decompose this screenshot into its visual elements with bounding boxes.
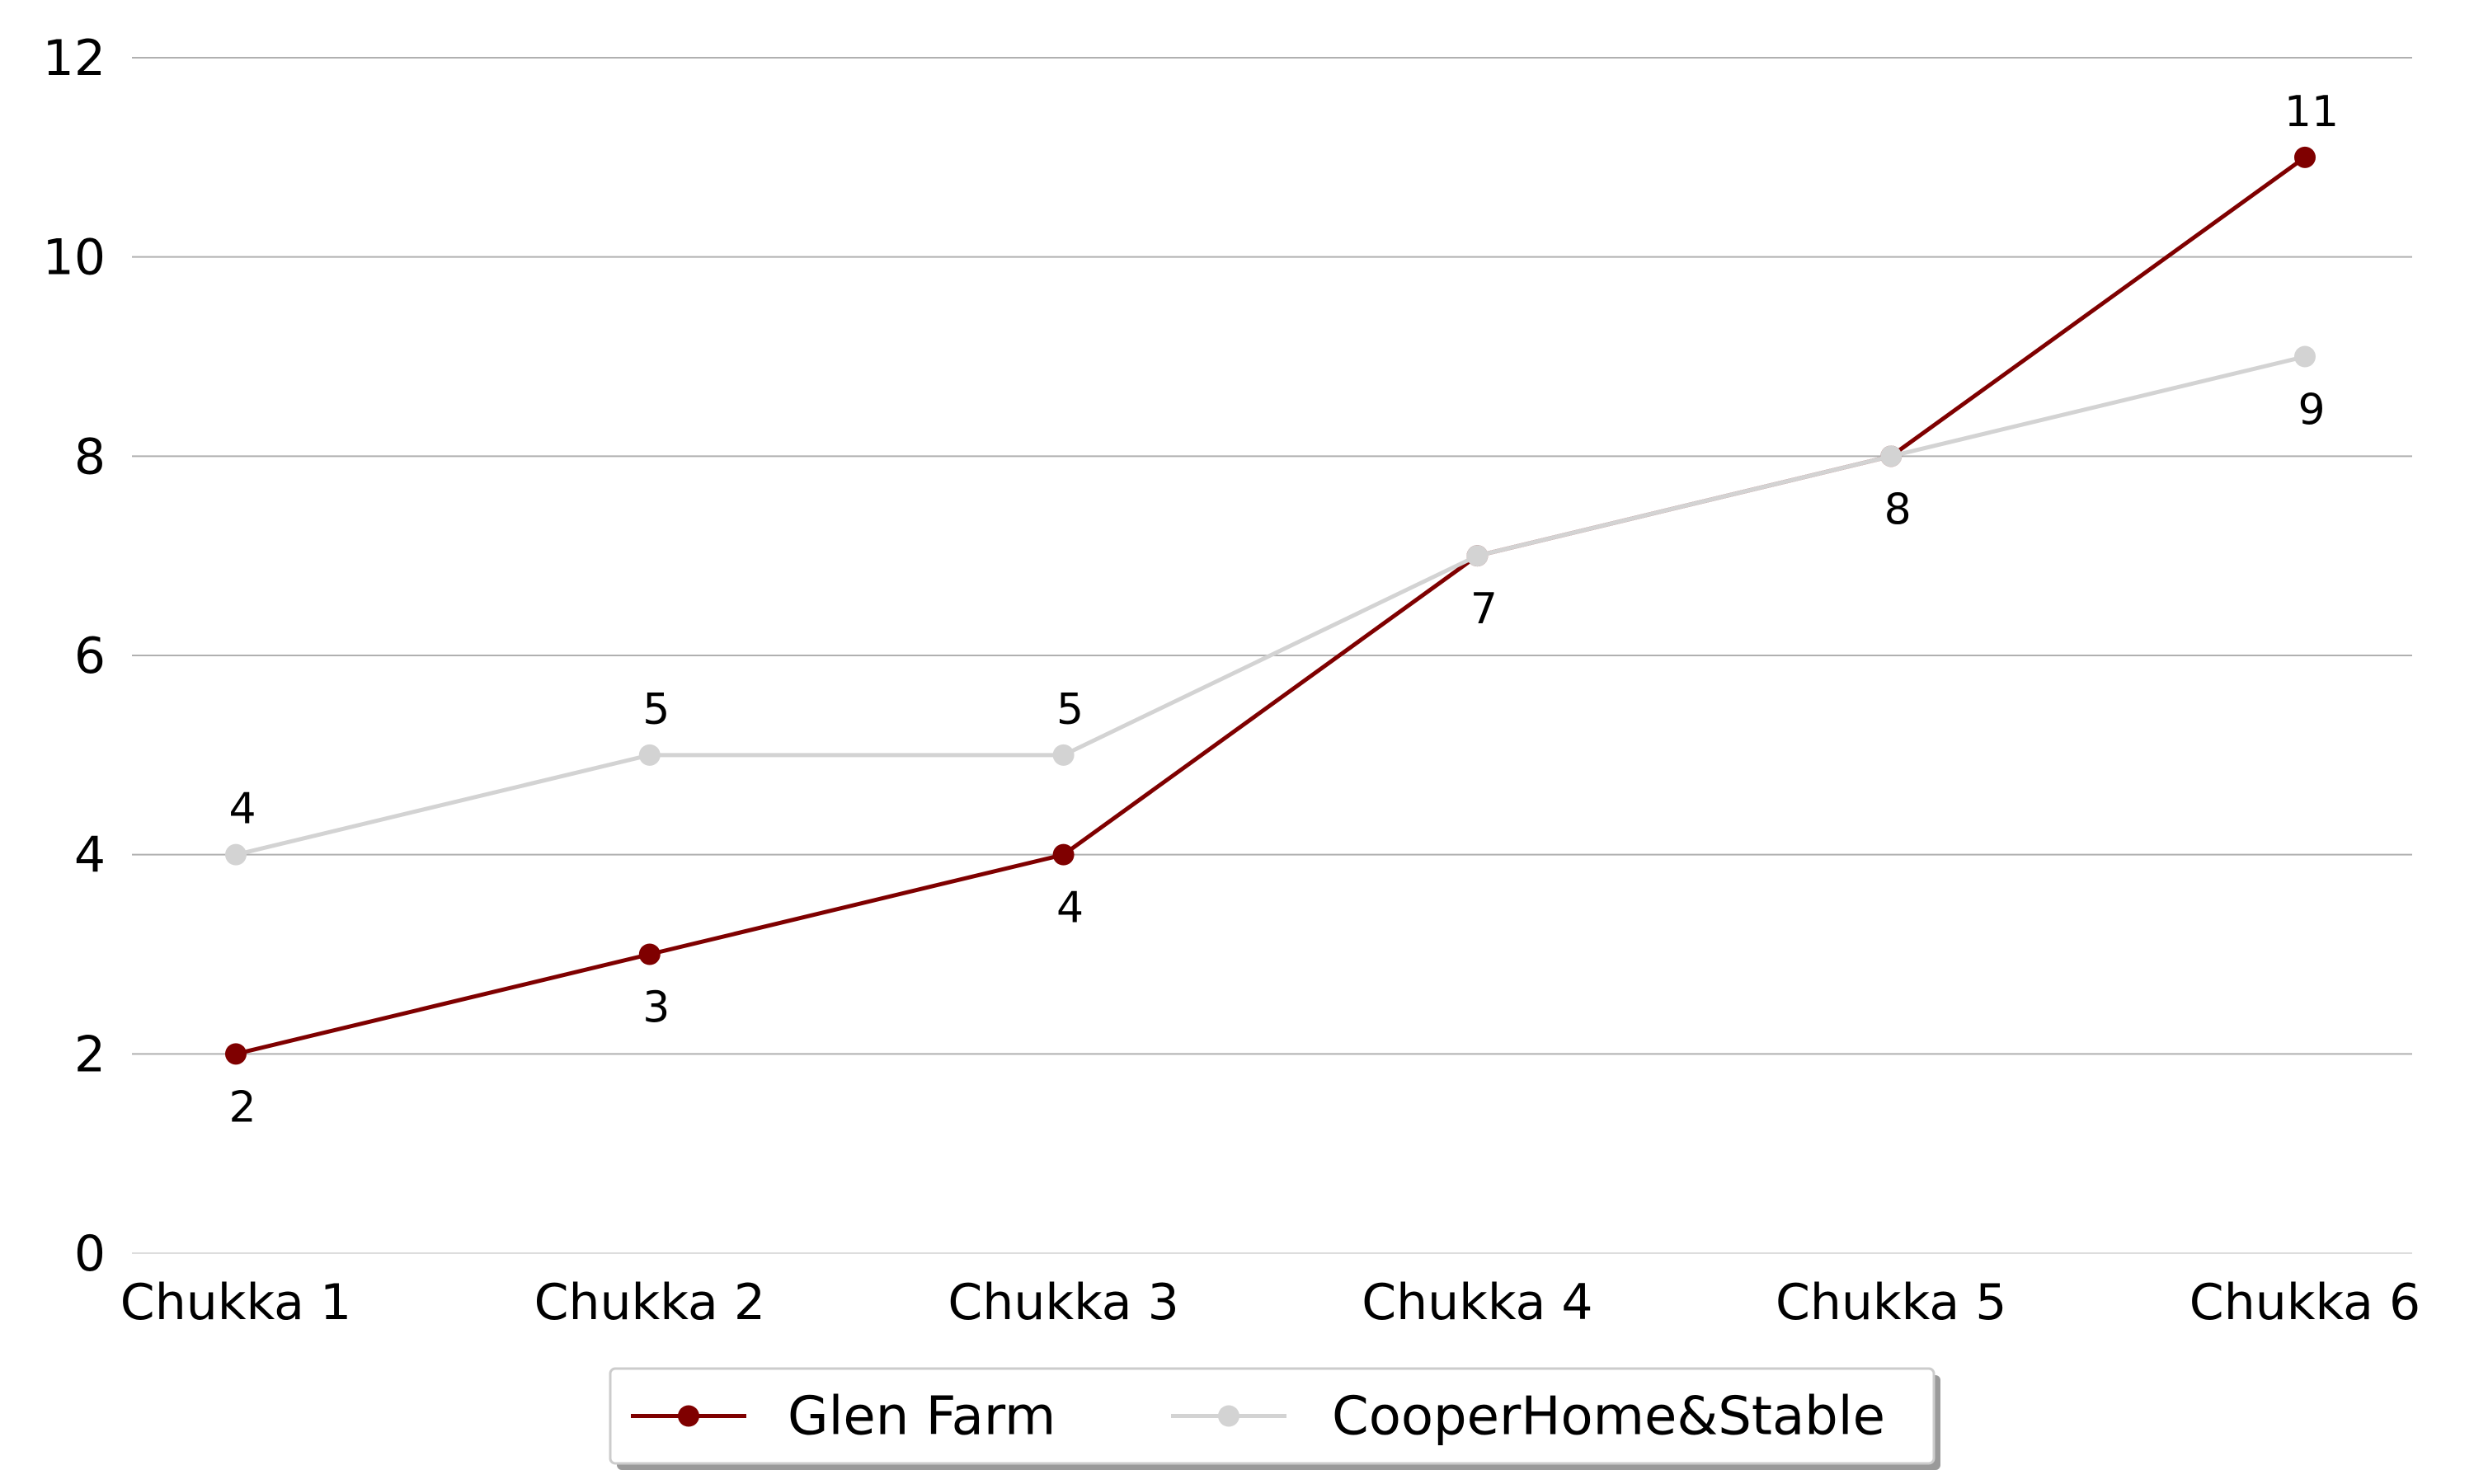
data-label: 9 [2298, 386, 2325, 435]
x-tick-label: Chukka 1 [120, 1274, 351, 1331]
series-lines [225, 146, 2316, 1065]
data-point [2294, 146, 2316, 168]
x-tick-label: Chukka 4 [1362, 1274, 1592, 1331]
y-tick-label-2: 2 [74, 1026, 106, 1083]
data-label: 11 [2284, 87, 2339, 137]
gridlines [132, 57, 2412, 1254]
legend: Glen Farm CooperHome&Stable [609, 1367, 1940, 1470]
data-point [1466, 545, 1489, 567]
data-point [638, 744, 661, 766]
y-axis-ticks: 0 2 4 6 8 10 12 [43, 30, 106, 1283]
legend-label: Glen Farm [788, 1387, 1056, 1448]
legend-marker [678, 1405, 699, 1427]
x-tick-label: Chukka 6 [2189, 1274, 2420, 1331]
series-line-glen-farm [235, 155, 2307, 1056]
y-tick-label-4: 4 [74, 827, 106, 885]
legend-marker [1218, 1405, 1239, 1427]
data-point [225, 843, 247, 866]
y-tick-label-0: 0 [74, 1225, 106, 1283]
data-point [638, 943, 661, 965]
data-label: 5 [1056, 685, 1084, 735]
x-tick-label: Chukka 2 [534, 1274, 765, 1331]
y-tick-label-8: 8 [74, 428, 106, 486]
y-tick-label-12: 12 [43, 30, 106, 87]
data-point [1880, 445, 1903, 467]
x-tick-label: Chukka 3 [948, 1274, 1178, 1331]
series-line-cooperhome-stable [235, 355, 2306, 857]
data-point [1052, 843, 1075, 866]
data-label: 2 [228, 1082, 256, 1132]
data-label: 4 [1056, 884, 1084, 933]
data-label: 7 [1470, 585, 1498, 634]
data-label: 4 [228, 785, 256, 834]
data-point [1052, 744, 1075, 766]
y-tick-label-6: 6 [74, 627, 106, 685]
legend-label: CooperHome&Stable [1332, 1387, 1885, 1448]
data-label: 8 [1884, 485, 1912, 534]
x-axis-ticks: Chukka 1 Chukka 2 Chukka 3 Chukka 4 Chukka 5… [120, 1274, 2420, 1331]
data-label: 5 [642, 685, 670, 735]
data-label: 3 [642, 984, 670, 1033]
x-tick-label: Chukka 5 [1776, 1274, 2006, 1331]
data-point [225, 1043, 247, 1065]
data-point [2294, 345, 2316, 368]
y-tick-label-10: 10 [43, 229, 106, 287]
data-labels: 2 3 4 7 8 11 4 5 5 9 [228, 87, 2339, 1133]
